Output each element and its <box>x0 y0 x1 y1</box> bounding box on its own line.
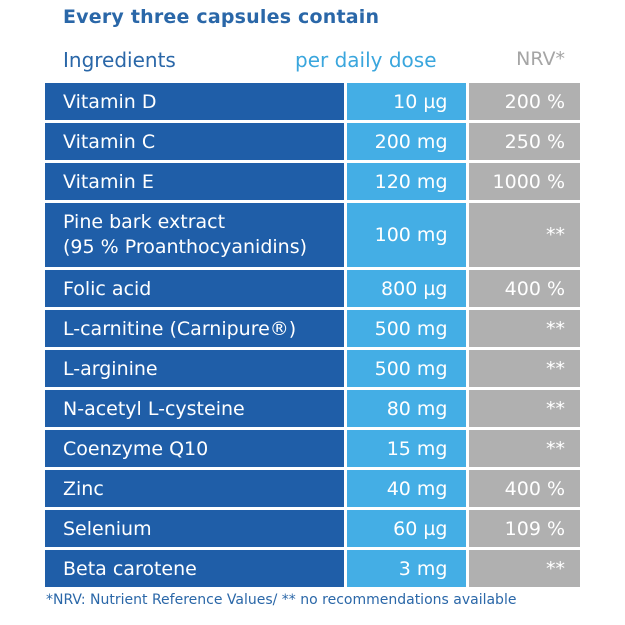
ingredient-name-line1: Pine bark extract <box>63 211 226 233</box>
ingredient-name: Coenzyme Q10 <box>45 428 347 470</box>
ingredient-name: Vitamin C <box>45 121 347 163</box>
ingredient-name: Beta carotene <box>45 548 347 590</box>
table-row: L-carnitine (Carnipure®) 500 mg ** <box>45 308 580 350</box>
dose-value: 60 µg <box>345 508 469 550</box>
ingredient-name: Vitamin D <box>45 83 347 123</box>
dose-value: 200 mg <box>345 121 469 163</box>
nrv-value: 400 % <box>467 468 580 510</box>
table-row: N-acetyl L-cysteine 80 mg ** <box>45 388 580 430</box>
dose-value: 500 mg <box>345 348 469 390</box>
table-row: Selenium 60 µg 109 % <box>45 508 580 550</box>
dose-value: 500 mg <box>345 308 469 350</box>
nrv-value: 400 % <box>467 268 580 310</box>
dose-value: 15 mg <box>345 428 469 470</box>
ingredient-name: Selenium <box>45 508 347 550</box>
nrv-value: 1000 % <box>467 161 580 203</box>
dose-value: 3 mg <box>345 548 469 590</box>
table-row: Coenzyme Q10 15 mg ** <box>45 428 580 470</box>
ingredient-name: Pine bark extract (95 % Proanthocyanidin… <box>45 201 347 270</box>
dose-value: 80 mg <box>345 388 469 430</box>
nrv-value: ** <box>467 388 580 430</box>
table-row: Zinc 40 mg 400 % <box>45 468 580 510</box>
header-daily-dose: per daily dose <box>295 48 437 72</box>
dose-value: 40 mg <box>345 468 469 510</box>
header-nrv: NRV* <box>516 48 565 70</box>
ingredient-name: Folic acid <box>45 268 347 310</box>
ingredients-table: Vitamin D 10 µg 200 % Vitamin C 200 mg 2… <box>45 83 580 590</box>
table-row: L-arginine 500 mg ** <box>45 348 580 390</box>
ingredient-name-line2: (95 % Proanthocyanidins) <box>63 236 308 258</box>
dose-value: 120 mg <box>345 161 469 203</box>
nrv-value: ** <box>467 428 580 470</box>
nrv-value: 200 % <box>467 83 580 123</box>
dose-value: 100 mg <box>345 201 469 270</box>
table-row: Vitamin E 120 mg 1000 % <box>45 161 580 203</box>
table-row: Vitamin C 200 mg 250 % <box>45 121 580 163</box>
table-header: Ingredients per daily dose NRV* <box>45 44 579 78</box>
table-row: Pine bark extract (95 % Proanthocyanidin… <box>45 201 580 270</box>
dose-value: 10 µg <box>345 83 469 123</box>
nrv-value: 109 % <box>467 508 580 550</box>
ingredient-name: N-acetyl L-cysteine <box>45 388 347 430</box>
ingredient-name: Vitamin E <box>45 161 347 203</box>
nrv-value: ** <box>467 348 580 390</box>
header-ingredients: Ingredients <box>63 48 176 72</box>
table-row: Beta carotene 3 mg ** <box>45 548 580 590</box>
ingredient-name: L-carnitine (Carnipure®) <box>45 308 347 350</box>
ingredient-name: Zinc <box>45 468 347 510</box>
table-row: Vitamin D 10 µg 200 % <box>45 83 580 123</box>
nrv-value: ** <box>467 201 580 270</box>
footnote: *NRV: Nutrient Reference Values/ ** no r… <box>46 592 517 608</box>
page-title: Every three capsules contain <box>63 6 380 28</box>
nrv-value: ** <box>467 548 580 590</box>
table-row: Folic acid 800 µg 400 % <box>45 268 580 310</box>
dose-value: 800 µg <box>345 268 469 310</box>
nrv-value: 250 % <box>467 121 580 163</box>
ingredient-name: L-arginine <box>45 348 347 390</box>
nrv-value: ** <box>467 308 580 350</box>
